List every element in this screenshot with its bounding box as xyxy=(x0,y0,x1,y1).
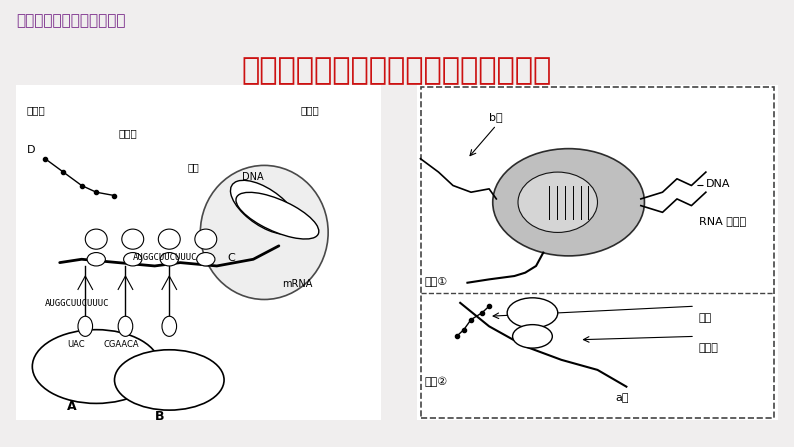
Ellipse shape xyxy=(114,350,224,410)
Ellipse shape xyxy=(195,229,217,249)
Ellipse shape xyxy=(518,172,597,232)
Ellipse shape xyxy=(118,316,133,337)
Text: 氨基酸: 氨基酸 xyxy=(118,129,137,139)
Ellipse shape xyxy=(33,330,160,404)
Text: AUGGCUUCUUUC: AUGGCUUCUUUC xyxy=(45,299,110,308)
Text: 细胞核: 细胞核 xyxy=(301,105,319,115)
Text: b链: b链 xyxy=(489,112,503,122)
FancyBboxPatch shape xyxy=(16,85,381,420)
Text: DNA: DNA xyxy=(706,179,730,189)
Bar xyxy=(421,87,774,418)
Text: RNA 聚合酶: RNA 聚合酶 xyxy=(699,215,746,226)
Ellipse shape xyxy=(85,229,107,249)
Ellipse shape xyxy=(493,148,645,256)
Text: CGAACA: CGAACA xyxy=(103,340,139,349)
Ellipse shape xyxy=(200,165,328,299)
Text: C: C xyxy=(228,253,236,262)
Ellipse shape xyxy=(160,253,179,266)
Text: a链: a链 xyxy=(615,393,629,403)
Ellipse shape xyxy=(124,253,142,266)
Text: A: A xyxy=(67,400,77,413)
Text: 核糖体: 核糖体 xyxy=(699,343,719,353)
Ellipse shape xyxy=(236,192,319,239)
Ellipse shape xyxy=(507,298,557,328)
Text: 比较真核与原核细胞核基因表达的区别: 比较真核与原核细胞核基因表达的区别 xyxy=(242,56,552,85)
Text: 细胞质: 细胞质 xyxy=(27,105,45,115)
Text: DNA: DNA xyxy=(242,172,264,182)
Text: 过程①: 过程① xyxy=(424,276,447,286)
Text: mRNA: mRNA xyxy=(283,279,313,289)
Ellipse shape xyxy=(230,180,298,234)
Text: 核孔: 核孔 xyxy=(187,162,199,172)
Ellipse shape xyxy=(162,316,176,337)
Ellipse shape xyxy=(121,229,144,249)
Text: 多肽: 多肽 xyxy=(699,313,712,323)
Text: D: D xyxy=(27,145,36,155)
Ellipse shape xyxy=(513,325,553,348)
Ellipse shape xyxy=(197,253,215,266)
Text: B: B xyxy=(155,410,164,423)
Ellipse shape xyxy=(78,316,93,337)
Text: 过程②: 过程② xyxy=(424,376,447,387)
FancyBboxPatch shape xyxy=(417,85,778,420)
Text: 基因控制蛋白质合成（二）: 基因控制蛋白质合成（二） xyxy=(16,13,125,29)
Text: AUGGCUUCUUUC: AUGGCUUCUUUC xyxy=(133,253,197,261)
Ellipse shape xyxy=(87,253,106,266)
Text: UAC: UAC xyxy=(67,340,85,349)
Ellipse shape xyxy=(158,229,180,249)
